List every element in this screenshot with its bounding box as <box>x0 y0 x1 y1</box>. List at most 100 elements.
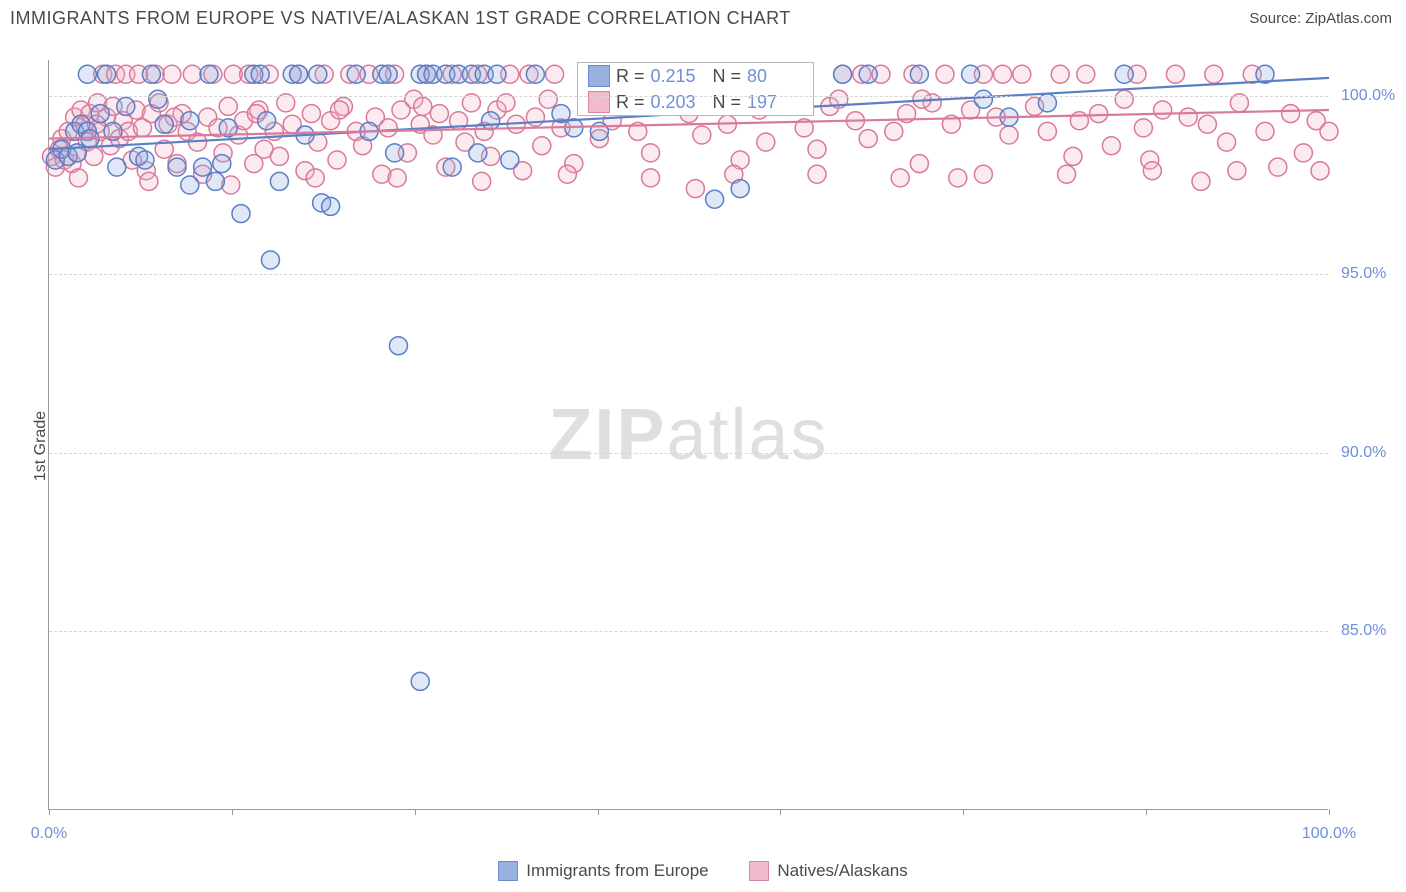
legend-n-value-natives: 197 <box>747 92 803 113</box>
legend-item-natives: Natives/Alaskans <box>749 861 907 881</box>
data-point-natives <box>859 130 877 148</box>
data-point-europe <box>149 90 167 108</box>
x-tick <box>598 809 599 815</box>
data-point-europe <box>322 197 340 215</box>
legend-swatch-top-natives <box>588 91 610 113</box>
data-point-europe <box>136 151 154 169</box>
data-point-natives <box>1192 172 1210 190</box>
data-point-natives <box>306 169 324 187</box>
x-tick <box>232 809 233 815</box>
data-point-europe <box>194 158 212 176</box>
data-point-europe <box>155 115 173 133</box>
data-point-europe <box>270 172 288 190</box>
data-point-europe <box>251 65 269 83</box>
y-tick-label: 100.0% <box>1341 87 1395 105</box>
data-point-natives <box>1115 90 1133 108</box>
data-point-natives <box>1064 147 1082 165</box>
data-point-natives <box>1134 119 1152 137</box>
data-point-natives <box>974 165 992 183</box>
x-tick <box>49 809 50 815</box>
source-attribution: Source: ZipAtlas.com <box>1249 10 1392 27</box>
data-point-natives <box>994 65 1012 83</box>
y-tick-label: 95.0% <box>1341 265 1386 283</box>
data-point-europe <box>261 251 279 269</box>
gridline-h <box>49 453 1328 454</box>
data-point-natives <box>558 165 576 183</box>
data-point-europe <box>309 65 327 83</box>
data-point-europe <box>443 158 461 176</box>
x-tick-label: 100.0% <box>1302 825 1356 843</box>
data-point-europe <box>389 337 407 355</box>
data-point-europe <box>469 144 487 162</box>
data-point-europe <box>258 112 276 130</box>
legend-series: Immigrants from Europe Natives/Alaskans <box>0 861 1406 886</box>
data-point-europe <box>482 112 500 130</box>
data-point-europe <box>181 112 199 130</box>
data-point-natives <box>693 126 711 144</box>
data-point-europe <box>117 97 135 115</box>
data-point-natives <box>808 165 826 183</box>
data-point-natives <box>1282 105 1300 123</box>
data-point-europe <box>181 176 199 194</box>
x-tick <box>1329 809 1330 815</box>
data-point-natives <box>331 101 349 119</box>
legend-n-value-europe: 80 <box>747 66 803 87</box>
data-point-natives <box>1166 65 1184 83</box>
data-point-natives <box>1058 165 1076 183</box>
legend-r-prefix: R = <box>616 92 645 113</box>
data-point-europe <box>98 65 116 83</box>
data-point-natives <box>1269 158 1287 176</box>
data-point-natives <box>1077 65 1095 83</box>
data-point-europe <box>206 172 224 190</box>
gridline-h <box>49 631 1328 632</box>
data-point-europe <box>290 65 308 83</box>
data-point-natives <box>1038 122 1056 140</box>
data-point-europe <box>859 65 877 83</box>
data-point-europe <box>834 65 852 83</box>
data-point-natives <box>328 151 346 169</box>
data-point-natives <box>891 169 909 187</box>
data-point-natives <box>1311 162 1329 180</box>
x-tick <box>1146 809 1147 815</box>
data-point-europe <box>386 144 404 162</box>
legend-r-value-europe: 0.215 <box>651 66 707 87</box>
data-point-europe <box>731 180 749 198</box>
scatter-svg <box>49 60 1328 809</box>
chart-title: IMMIGRANTS FROM EUROPE VS NATIVE/ALASKAN… <box>10 8 791 29</box>
legend-correlation-box: R = 0.215 N = 80 R = 0.203 N = 197 <box>577 62 814 116</box>
legend-label-natives: Natives/Alaskans <box>777 861 907 881</box>
data-point-natives <box>1090 105 1108 123</box>
legend-swatch-top-europe <box>588 65 610 87</box>
source-prefix: Source: <box>1249 10 1305 27</box>
data-point-natives <box>1218 133 1236 151</box>
data-point-natives <box>642 144 660 162</box>
data-point-europe <box>200 65 218 83</box>
data-point-natives <box>1154 101 1172 119</box>
gridline-h <box>49 274 1328 275</box>
data-point-europe <box>232 205 250 223</box>
data-point-natives <box>414 97 432 115</box>
data-point-natives <box>885 122 903 140</box>
source-link[interactable]: ZipAtlas.com <box>1305 10 1392 27</box>
data-point-natives <box>379 119 397 137</box>
data-point-natives <box>473 172 491 190</box>
chart-plot-area: ZIPatlas R = 0.215N = 80R = 0.203N = 197… <box>48 60 1328 810</box>
data-point-europe <box>347 65 365 83</box>
legend-r-value-natives: 0.203 <box>651 92 707 113</box>
data-point-natives <box>1198 115 1216 133</box>
data-point-natives <box>69 169 87 187</box>
legend-n-prefix: N = <box>713 92 742 113</box>
legend-n-prefix: N = <box>713 66 742 87</box>
data-point-natives <box>1143 162 1161 180</box>
data-point-natives <box>219 97 237 115</box>
data-point-natives <box>140 172 158 190</box>
data-point-natives <box>388 169 406 187</box>
y-tick-label: 90.0% <box>1341 444 1386 462</box>
data-point-natives <box>949 169 967 187</box>
data-point-europe <box>974 90 992 108</box>
data-point-europe <box>142 65 160 83</box>
legend-swatch-europe <box>498 861 518 881</box>
gridline-h <box>49 96 1328 97</box>
legend-r-prefix: R = <box>616 66 645 87</box>
data-point-natives <box>686 180 704 198</box>
